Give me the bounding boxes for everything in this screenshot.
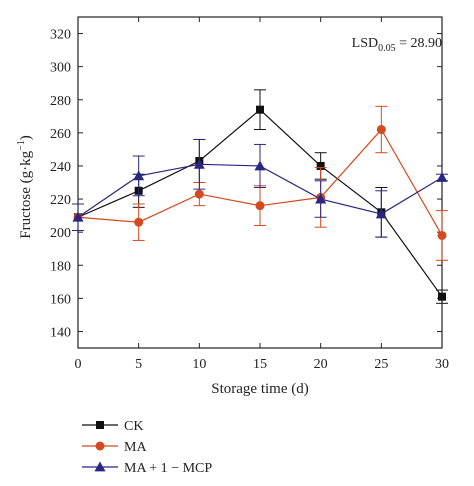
axes-layer: 0 5 10 15 20 25 30 140 160 180 200 220 240 260 280 300 3… — [50, 16, 449, 372]
data-point-square — [316, 161, 325, 170]
y-axis-title-sup: −1 — [16, 140, 27, 151]
y-axis-title: Fructose (g·kg−1) — [16, 135, 34, 239]
legend-marker-triangle — [94, 461, 106, 472]
lsd-annotation-base: LSD — [352, 36, 378, 51]
series-circle — [72, 105, 448, 261]
data-point-circle — [255, 201, 265, 211]
legend: CK MA MA + 1 − MCP — [82, 419, 212, 476]
x-tick-label: 10 — [192, 357, 206, 372]
legend-item-square: CK — [82, 419, 143, 434]
lsd-annotation-rest: = 28.90 — [396, 36, 442, 51]
data-layer — [72, 89, 448, 304]
y-tick-label: 320 — [50, 28, 71, 43]
y-tick-label: 280 — [50, 94, 71, 109]
y-axis-title-main: Fructose (g·kg — [18, 150, 34, 238]
x-tick-label: 25 — [374, 357, 388, 372]
legend-label: MA + 1 − MCP — [124, 461, 212, 476]
legend-marker-square — [96, 421, 104, 429]
legend-label: CK — [124, 419, 143, 434]
y-axis-title-close: ) — [18, 135, 34, 140]
y-tick-label: 160 — [50, 292, 71, 307]
data-point-triangle — [133, 170, 145, 181]
data-point-square — [256, 105, 264, 114]
data-point-triangle — [72, 211, 84, 222]
y-tick-label: 140 — [50, 325, 71, 340]
lsd-annotation: LSD0.05 = 28.90 — [352, 36, 442, 54]
series-triangle — [72, 138, 448, 238]
legend-item-circle: MA — [82, 440, 147, 455]
data-point-circle — [437, 230, 447, 240]
lsd-annotation-sub: 0.05 — [378, 43, 396, 54]
y-tick-label: 260 — [50, 127, 71, 142]
y-tick-label: 240 — [50, 160, 71, 175]
data-point-triangle — [436, 172, 448, 182]
x-tick-label: 15 — [253, 357, 267, 372]
x-tick-label: 30 — [435, 357, 449, 372]
y-tick-label: 180 — [50, 259, 71, 274]
data-point-square — [438, 292, 446, 301]
data-point-triangle — [375, 208, 387, 219]
x-tick-label: 20 — [314, 357, 328, 372]
y-tick-label: 220 — [50, 193, 71, 208]
data-point-circle — [376, 125, 386, 135]
x-axis-title: Storage time (d) — [211, 381, 308, 397]
data-point-triangle — [315, 193, 327, 204]
data-point-circle — [194, 189, 204, 199]
legend-marker-circle — [95, 441, 105, 451]
data-point-triangle — [254, 160, 266, 171]
legend-item-triangle: MA + 1 − MCP — [82, 461, 212, 476]
data-point-triangle — [193, 158, 205, 169]
x-tick-label: 5 — [135, 357, 142, 372]
legend-label: MA — [124, 440, 147, 455]
x-tick-label: 0 — [75, 357, 82, 372]
data-point-circle — [134, 217, 144, 227]
y-tick-label: 200 — [50, 226, 71, 241]
y-tick-label: 300 — [50, 61, 71, 76]
